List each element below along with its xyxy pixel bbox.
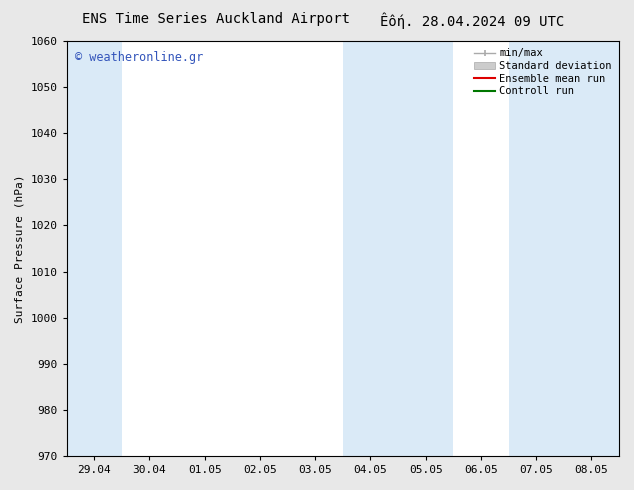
Bar: [398, 41, 453, 456]
Text: ENS Time Series Auckland Airport: ENS Time Series Auckland Airport: [82, 12, 351, 26]
Bar: [564, 41, 619, 456]
Text: Êôή. 28.04.2024 09 UTC: Êôή. 28.04.2024 09 UTC: [380, 12, 565, 29]
Bar: [67, 41, 122, 456]
Bar: [508, 41, 564, 456]
Y-axis label: Surface Pressure (hPa): Surface Pressure (hPa): [15, 174, 25, 323]
Legend: min/max, Standard deviation, Ensemble mean run, Controll run: min/max, Standard deviation, Ensemble me…: [472, 46, 614, 98]
Text: © weatheronline.gr: © weatheronline.gr: [75, 51, 203, 64]
Bar: [343, 41, 398, 456]
